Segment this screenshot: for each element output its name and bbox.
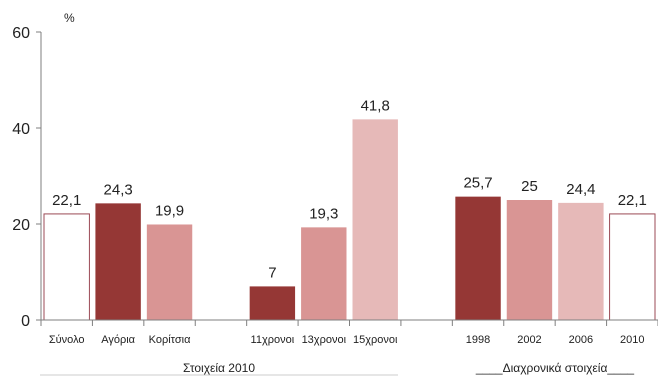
bars: 22,1 24,3 19,9 7 19,3 41,8 25,7 25 24,4 22,1: [43, 97, 656, 321]
group-label-trend: ____Διαχρονικά στοιχεία____: [475, 361, 634, 375]
data-label: 25: [521, 178, 538, 195]
bar: [146, 224, 193, 320]
group-labels: Στοιχεία 2010 ____Διαχρονικά στοιχεία___…: [40, 361, 634, 376]
y-tick-label: 20: [12, 217, 30, 234]
bar: [95, 203, 141, 320]
x-tick-label: 11χρονοι: [251, 334, 295, 346]
y-axis-unit-label: %: [64, 11, 75, 25]
data-label: 41,8: [361, 97, 390, 114]
data-label: 24,4: [566, 181, 595, 198]
bar: [558, 202, 604, 320]
x-tick-label: 15χρονοι: [353, 334, 398, 346]
x-tick-label: 2002: [517, 334, 541, 346]
bar: [455, 196, 501, 320]
group-label-2010: Στοιχεία 2010: [183, 361, 255, 375]
x-tick-label: 13χρονοι: [302, 334, 347, 346]
bar: [506, 200, 553, 320]
x-axis: Σύνολο Αγόρια Κορίτσια 11χρονοι 13χρονοι 15χρ…: [40, 319, 658, 346]
x-tick-label: 2006: [569, 334, 593, 346]
bar: [249, 286, 296, 320]
y-tick-label: 60: [12, 25, 30, 42]
data-label: 22,1: [52, 192, 81, 209]
bar: [43, 213, 90, 321]
bar: [609, 213, 656, 321]
x-tick-label: 2010: [620, 334, 644, 346]
x-tick-label: 1998: [466, 334, 490, 346]
data-label: 24,3: [104, 181, 133, 198]
x-tick-label: Σύνολο: [49, 334, 85, 346]
data-label: 19,9: [155, 202, 184, 219]
data-label: 25,7: [463, 175, 492, 192]
data-label: 22,1: [618, 192, 647, 209]
y-axis: 0 20 40 60: [12, 25, 42, 330]
bar: [352, 119, 398, 320]
x-tick-label: Αγόρια: [101, 334, 135, 346]
y-tick-label: 40: [12, 121, 30, 138]
data-label: 7: [268, 264, 276, 281]
y-tick-label: 0: [21, 313, 30, 330]
x-tick-label: Κορίτσια: [149, 334, 191, 346]
bar: [301, 227, 347, 320]
data-label: 19,3: [309, 205, 338, 222]
